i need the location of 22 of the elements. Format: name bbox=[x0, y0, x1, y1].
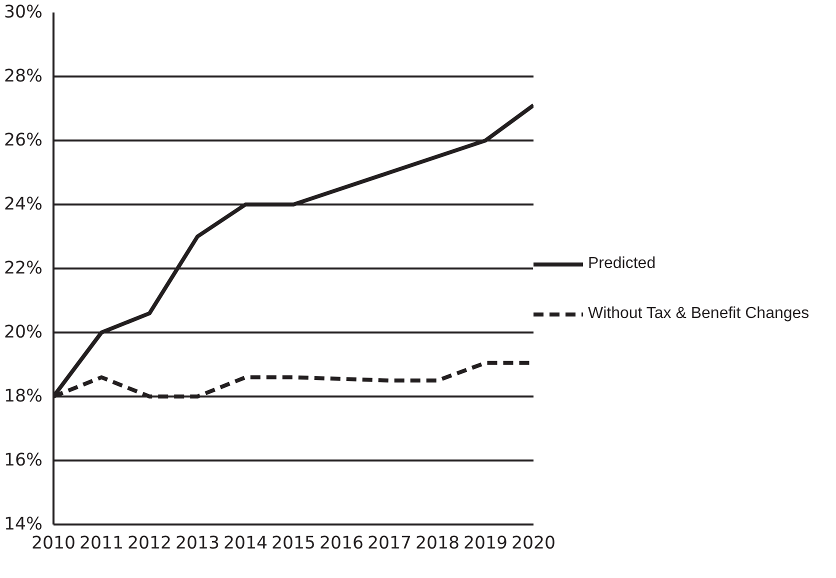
x-tick-label: 2010 bbox=[31, 534, 76, 554]
x-tick-label: 2018 bbox=[415, 534, 460, 554]
y-tick-label: 30% bbox=[4, 2, 42, 22]
y-tick-label: 20% bbox=[4, 322, 42, 342]
x-tick-label: 2013 bbox=[175, 534, 220, 554]
y-tick-label: 28% bbox=[4, 66, 42, 86]
x-tick-label: 2012 bbox=[127, 534, 172, 554]
x-tick-label: 2016 bbox=[319, 534, 364, 554]
x-tick-label: 2017 bbox=[367, 534, 412, 554]
y-tick-label: 24% bbox=[4, 194, 42, 214]
legend-label: Predicted bbox=[588, 255, 656, 273]
x-tick-label: 2011 bbox=[79, 534, 124, 554]
y-tick-label: 16% bbox=[4, 450, 42, 470]
legend-label: Without Tax & Benefit Changes bbox=[588, 305, 810, 323]
x-tick-label: 2015 bbox=[271, 534, 316, 554]
y-tick-label: 18% bbox=[4, 386, 42, 406]
y-tick-label: 22% bbox=[4, 258, 42, 278]
y-tick-label: 14% bbox=[4, 514, 42, 534]
x-tick-label: 2014 bbox=[223, 534, 268, 554]
y-tick-label: 26% bbox=[4, 130, 42, 150]
x-tick-label: 2019 bbox=[463, 534, 508, 554]
x-tick-label: 2020 bbox=[511, 534, 556, 554]
